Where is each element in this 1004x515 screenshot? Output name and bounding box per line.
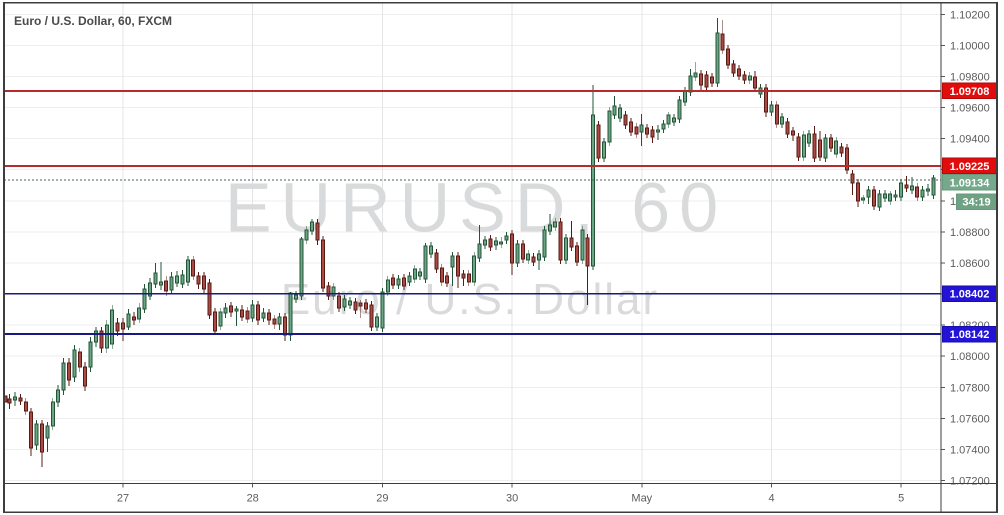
svg-text:1.09400: 1.09400 bbox=[950, 134, 990, 146]
svg-text:1.08402: 1.08402 bbox=[950, 289, 990, 301]
svg-text:1.07600: 1.07600 bbox=[950, 413, 990, 425]
svg-text:Euro / U.S. Dollar, 60, FXCM: Euro / U.S. Dollar, 60, FXCM bbox=[14, 14, 172, 28]
svg-text:1.07200: 1.07200 bbox=[950, 476, 990, 488]
svg-text:1.09225: 1.09225 bbox=[950, 161, 990, 173]
svg-text:1.08000: 1.08000 bbox=[950, 351, 990, 363]
svg-text:1.10000: 1.10000 bbox=[950, 40, 990, 52]
svg-text:4: 4 bbox=[768, 493, 774, 505]
svg-text:34:19: 34:19 bbox=[962, 197, 990, 209]
svg-text:1.10200: 1.10200 bbox=[950, 9, 990, 21]
svg-text:1.09800: 1.09800 bbox=[950, 72, 990, 84]
svg-text:1.08800: 1.08800 bbox=[950, 227, 990, 239]
svg-text:5: 5 bbox=[898, 493, 904, 505]
svg-text:29: 29 bbox=[376, 493, 388, 505]
svg-text:1.08600: 1.08600 bbox=[950, 258, 990, 270]
svg-text:1.09600: 1.09600 bbox=[950, 103, 990, 115]
svg-text:1.07800: 1.07800 bbox=[950, 382, 990, 394]
svg-text:27: 27 bbox=[117, 493, 129, 505]
svg-text:1.08142: 1.08142 bbox=[950, 329, 990, 341]
svg-text:1.09708: 1.09708 bbox=[950, 86, 990, 98]
svg-text:28: 28 bbox=[247, 493, 259, 505]
svg-text:30: 30 bbox=[506, 493, 518, 505]
svg-text:1.09134: 1.09134 bbox=[950, 177, 991, 189]
svg-text:May: May bbox=[631, 493, 652, 505]
svg-text:1.07400: 1.07400 bbox=[950, 444, 990, 456]
